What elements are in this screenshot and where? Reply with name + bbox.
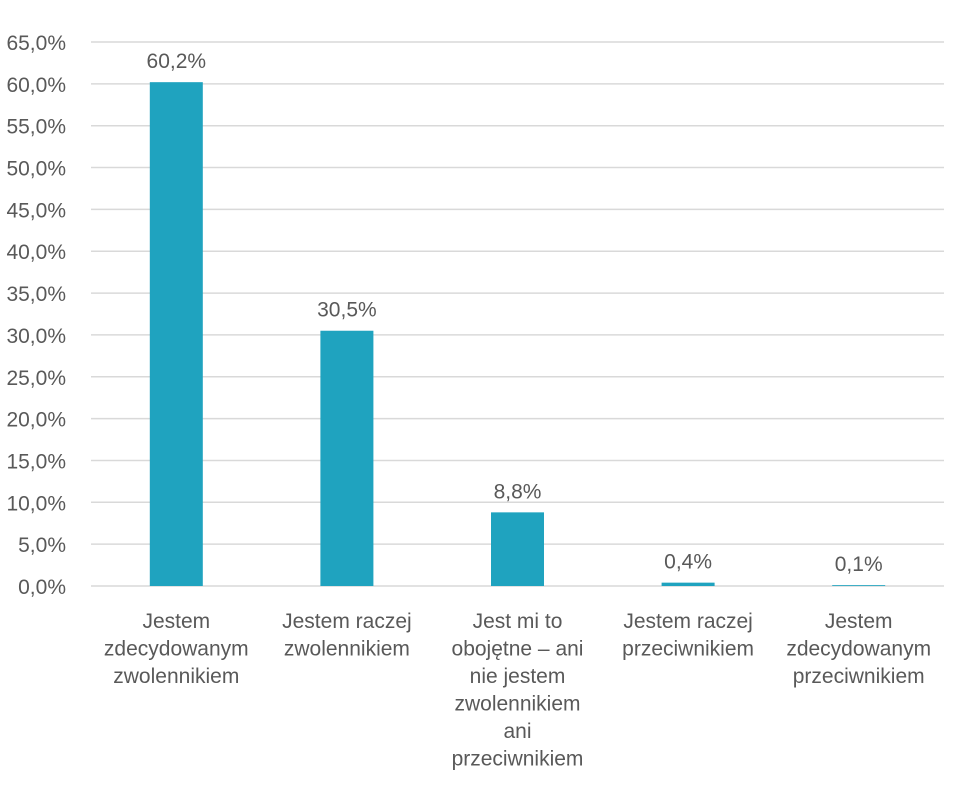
x-tick-label: Jestem zdecydowanym przeciwnikiem bbox=[786, 610, 931, 688]
x-tick-label: Jest mi to obojętne – ani nie jestem zwolen… bbox=[452, 610, 584, 771]
y-axis-ticks: 0,0% 5,0% 10,0% 15,0% 20,0% 25,0% 30,0% 35,0% 40… bbox=[6, 32, 66, 599]
bar bbox=[491, 512, 544, 586]
y-tick-label: 60,0% bbox=[6, 74, 66, 97]
y-tick-label: 45,0% bbox=[6, 199, 66, 222]
y-tick-label: 55,0% bbox=[6, 116, 66, 139]
x-axis-labels: Jestem zdecydowanym zwolennikiem Jestem rac… bbox=[104, 610, 931, 771]
y-tick-label: 15,0% bbox=[6, 450, 66, 473]
data-label: 8,8% bbox=[494, 480, 542, 503]
data-labels: 60,2% 30,5% 8,8% 0,4% 0,1% bbox=[147, 50, 883, 576]
bar bbox=[320, 330, 374, 586]
data-label: 0,1% bbox=[835, 553, 883, 576]
y-tick-label: 35,0% bbox=[6, 283, 66, 306]
x-tick-label: Jestem raczej przeciwnikiem bbox=[622, 610, 754, 661]
y-tick-label: 25,0% bbox=[6, 367, 66, 390]
bar bbox=[149, 82, 203, 587]
x-tick-label: Jestem zdecydowanym zwolennikiem bbox=[104, 610, 249, 688]
x-tick-label: Jestem raczej zwolennikiem bbox=[282, 610, 412, 661]
y-tick-label: 30,0% bbox=[6, 325, 66, 348]
y-tick-label: 5,0% bbox=[18, 534, 66, 557]
y-tick-label: 50,0% bbox=[6, 158, 66, 181]
gridlines bbox=[91, 41, 944, 587]
y-tick-label: 20,0% bbox=[6, 409, 66, 432]
bar bbox=[832, 585, 886, 586]
y-tick-label: 65,0% bbox=[6, 32, 66, 55]
y-tick-label: 40,0% bbox=[6, 241, 66, 264]
y-tick-label: 10,0% bbox=[6, 492, 66, 515]
data-label: 30,5% bbox=[317, 299, 377, 322]
data-label: 60,2% bbox=[147, 50, 207, 73]
bar bbox=[661, 582, 715, 586]
data-label: 0,4% bbox=[664, 551, 712, 574]
bars bbox=[149, 82, 886, 587]
y-tick-label: 0,0% bbox=[18, 576, 66, 599]
